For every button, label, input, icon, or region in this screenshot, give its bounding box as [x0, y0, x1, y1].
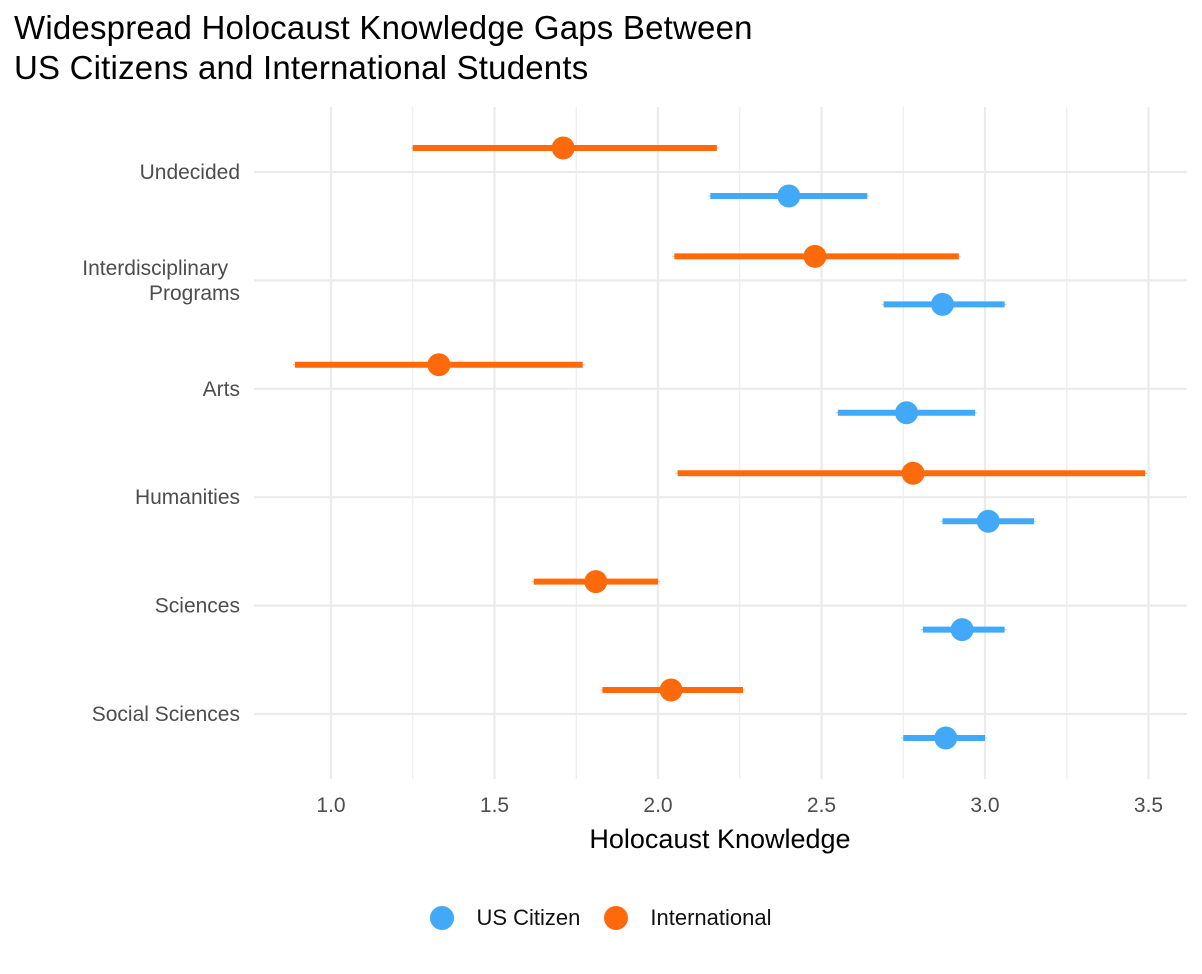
- y-axis: Undecided Interdisciplinary Programs Arts H…: [82, 161, 240, 726]
- y-tick-label: Sciences: [155, 595, 240, 618]
- point-us-citizen: [895, 401, 919, 425]
- y-tick-label-line: Undecided: [140, 161, 240, 184]
- x-tick-label: 2.0: [643, 794, 672, 817]
- point-international: [803, 244, 827, 268]
- minor-gridlines: [412, 107, 1068, 779]
- category-gridlines: [254, 170, 1187, 716]
- y-tick-label: Social Sciences: [92, 703, 240, 726]
- legend-item-us-citizen: US Citizen: [430, 905, 580, 931]
- chart-title: Widespread Holocaust Knowledge Gaps Betw…: [14, 8, 753, 88]
- y-tick-label: Interdisciplinary Programs: [82, 257, 240, 305]
- legend-label-international: International: [650, 905, 772, 930]
- y-tick-label-line: Humanities: [135, 486, 240, 509]
- point-international: [551, 136, 575, 160]
- y-tick-label-line: Sciences: [155, 595, 240, 618]
- point-international: [584, 570, 608, 594]
- legend-item-international: International: [604, 905, 772, 931]
- x-axis-title: Holocaust Knowledge: [589, 824, 850, 854]
- x-tick-label: 3.0: [970, 794, 999, 817]
- x-tick-label: 3.5: [1134, 794, 1163, 817]
- point-international: [901, 461, 925, 485]
- y-tick-label-line: Programs: [149, 282, 240, 305]
- point-us-citizen: [976, 509, 1000, 533]
- legend-marker-us-citizen: [430, 906, 455, 930]
- x-tick-label: 2.5: [807, 794, 836, 817]
- point-international: [659, 678, 683, 702]
- x-tick-label: 1.0: [316, 794, 345, 817]
- legend: US Citizen International: [0, 905, 1202, 931]
- y-tick-label-line: Interdisciplinary: [82, 257, 234, 280]
- chart-title-line-1: Widespread Holocaust Knowledge Gaps Betw…: [14, 9, 753, 46]
- major-gridlines: [329, 107, 1150, 779]
- x-tick-label: 1.5: [480, 794, 509, 817]
- point-us-citizen: [950, 618, 974, 642]
- point-international: [427, 353, 451, 377]
- x-axis: 1.0 1.5 2.0 2.5 3.0 3.5: [316, 794, 1163, 817]
- data-marks: [293, 136, 1148, 750]
- point-us-citizen: [934, 726, 958, 750]
- y-tick-label: Arts: [203, 378, 240, 401]
- legend-marker-international: [604, 906, 629, 930]
- point-us-citizen: [930, 292, 954, 316]
- y-tick-label: Undecided: [140, 161, 240, 184]
- chart-title-line-2: US Citizens and International Students: [14, 49, 589, 86]
- y-tick-label: Humanities: [135, 486, 240, 509]
- y-tick-label-line: Social Sciences: [92, 703, 240, 726]
- legend-label-us-citizen: US Citizen: [476, 905, 581, 930]
- y-tick-label-line: Arts: [203, 378, 240, 401]
- point-us-citizen: [777, 184, 801, 208]
